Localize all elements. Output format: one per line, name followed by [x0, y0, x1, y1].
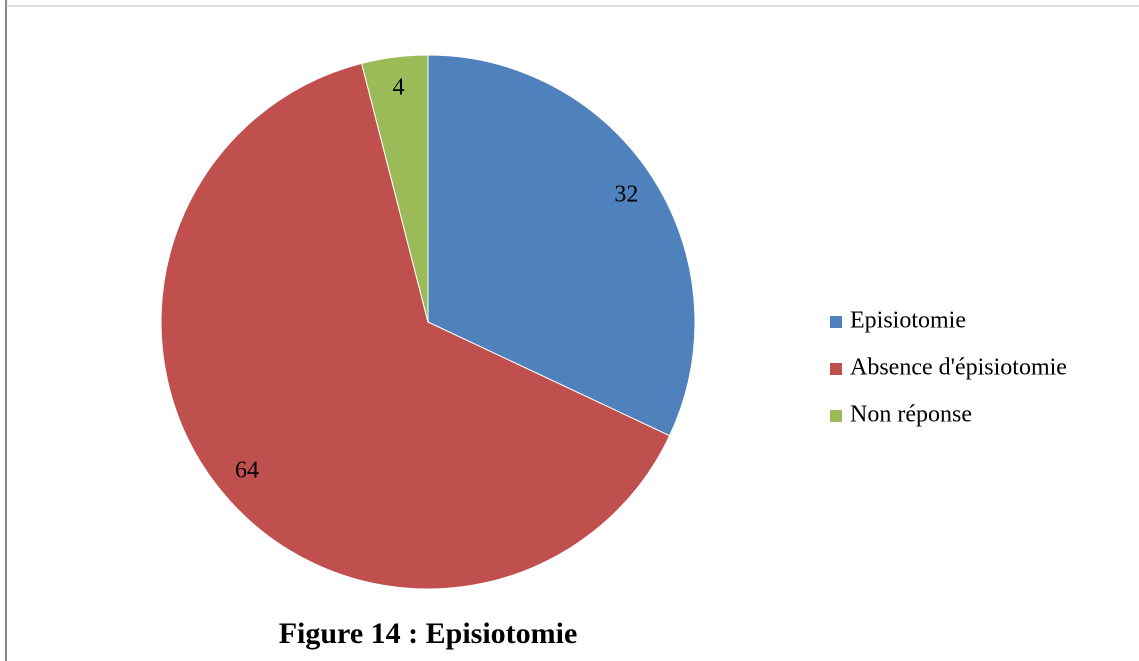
- data-label: 64: [235, 457, 259, 483]
- legend-swatch: [830, 410, 842, 422]
- legend-swatch: [830, 316, 842, 328]
- legend-swatch: [830, 363, 842, 375]
- legend-label: Episiotomie: [850, 308, 966, 334]
- chart-title: Figure 14 : Episiotomie: [279, 617, 578, 650]
- pie-slice: [427, 54, 696, 437]
- legend-label: Non réponse: [850, 402, 972, 428]
- data-label: 32: [614, 182, 638, 208]
- legend-label: Absence d'épisiotomie: [850, 355, 1067, 381]
- data-label: 4: [393, 74, 405, 100]
- pie-slice: [160, 62, 671, 590]
- pie-slice: [360, 54, 429, 323]
